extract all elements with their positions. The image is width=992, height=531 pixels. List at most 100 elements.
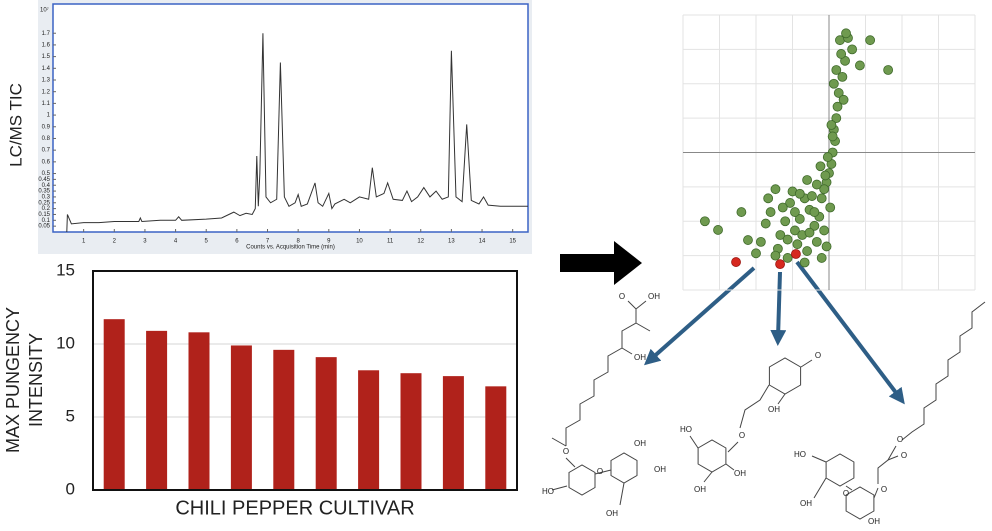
scatter-point <box>841 28 851 39</box>
scatter-point <box>832 101 843 112</box>
y-axis-title: LC/MS TIC <box>6 83 25 167</box>
bond <box>635 309 651 332</box>
x-tick-label: 15 <box>509 239 516 245</box>
scatter-point <box>821 241 832 252</box>
atom-label: HO <box>680 425 692 434</box>
atom-label: O <box>901 451 907 460</box>
link-arrow <box>644 266 756 366</box>
bond <box>813 477 827 499</box>
scatter-point <box>811 236 822 247</box>
x-tick-label: 8 <box>296 239 300 245</box>
scatter-point <box>804 227 815 238</box>
y-tick-label: 15 <box>56 260 75 279</box>
scatter-point <box>780 216 791 227</box>
scatter-point <box>847 44 858 55</box>
scatter-point <box>700 216 710 227</box>
x-tick-label: 6 <box>235 239 239 245</box>
scatter-point <box>838 94 849 105</box>
scatter-point <box>782 234 793 245</box>
scatter-point <box>807 191 817 201</box>
atom-label: O <box>815 351 821 360</box>
y-unit-label: 10⁷ <box>40 7 49 14</box>
scatter-point <box>825 202 836 213</box>
scatter-point <box>865 35 876 46</box>
y-axis-title: MAX PUNGENCY <box>3 307 23 453</box>
y-tick-label: 0.1 <box>42 218 51 224</box>
atom-label: O <box>843 489 849 498</box>
bond <box>739 384 770 429</box>
bond <box>551 437 567 447</box>
atom-label: O <box>597 467 603 476</box>
bond <box>619 482 625 506</box>
scatter-point <box>809 207 820 217</box>
scatter-point <box>775 230 786 240</box>
bond <box>873 487 879 499</box>
tic-trace <box>66 33 528 233</box>
scatter-point <box>713 225 723 235</box>
bond <box>800 359 813 368</box>
bar <box>230 345 252 490</box>
x-tick-label: 9 <box>327 239 331 245</box>
y-tick-label: 1.1 <box>42 101 51 107</box>
x-tick-label: 11 <box>387 239 394 245</box>
x-tick-label: 14 <box>479 239 486 245</box>
bar <box>103 319 125 490</box>
bond <box>887 455 899 461</box>
process-arrow <box>560 241 642 285</box>
bond <box>901 301 986 441</box>
scatter-point <box>802 246 812 256</box>
scatter-point <box>883 65 894 75</box>
scatter-point <box>815 161 826 172</box>
scatter-point <box>855 60 865 71</box>
atom-label: OH <box>606 509 618 518</box>
scatter-point <box>785 198 795 208</box>
atom-label: O <box>897 435 903 444</box>
bar <box>146 330 168 490</box>
y-tick-label: 0 <box>66 479 75 498</box>
scatter-point <box>811 179 822 190</box>
bar <box>358 370 380 490</box>
link-arrow <box>770 271 787 346</box>
atom-label: OH <box>868 517 880 526</box>
bond <box>565 322 637 446</box>
scatter-point <box>828 78 839 89</box>
ring <box>825 453 855 487</box>
bar <box>442 376 464 490</box>
scatter-point <box>782 253 793 263</box>
y-tick-label: 0.8 <box>42 136 51 142</box>
scatter-point <box>736 207 747 217</box>
scatter-point <box>765 207 776 217</box>
y-tick-label: 0.9 <box>42 124 51 130</box>
x-axis-title: CHILI PEPPER CULTIVAR <box>175 497 414 519</box>
scatter-point <box>770 184 781 195</box>
y-tick-label: 10 <box>56 333 75 352</box>
y-tick-label: 0.15 <box>38 212 50 218</box>
ring <box>697 439 727 473</box>
ring <box>568 464 596 496</box>
scatter-point <box>836 49 847 59</box>
bond <box>565 457 576 468</box>
bond <box>845 485 853 491</box>
scatter-point <box>833 88 844 98</box>
atom-label: HO <box>542 487 554 496</box>
bond <box>727 441 739 453</box>
scatter-point <box>837 71 848 82</box>
atom-label: OH <box>634 439 646 448</box>
y-tick-label: 0.45 <box>38 177 50 183</box>
x-tick-label: 7 <box>266 239 270 245</box>
y-tick-label: 1.2 <box>42 89 51 95</box>
scatter-point <box>831 65 842 75</box>
scatter-point <box>792 239 803 250</box>
scatter-point <box>760 218 771 229</box>
scatter-point <box>816 253 827 263</box>
scatter-point <box>790 207 800 217</box>
bond <box>621 347 633 355</box>
scatter-point <box>763 193 774 204</box>
y-tick-label: 1 <box>47 113 51 119</box>
link-arrow <box>795 260 905 405</box>
bar <box>188 332 210 490</box>
atom-label: OH <box>734 469 746 478</box>
y-tick-label: 0.4 <box>42 183 51 189</box>
